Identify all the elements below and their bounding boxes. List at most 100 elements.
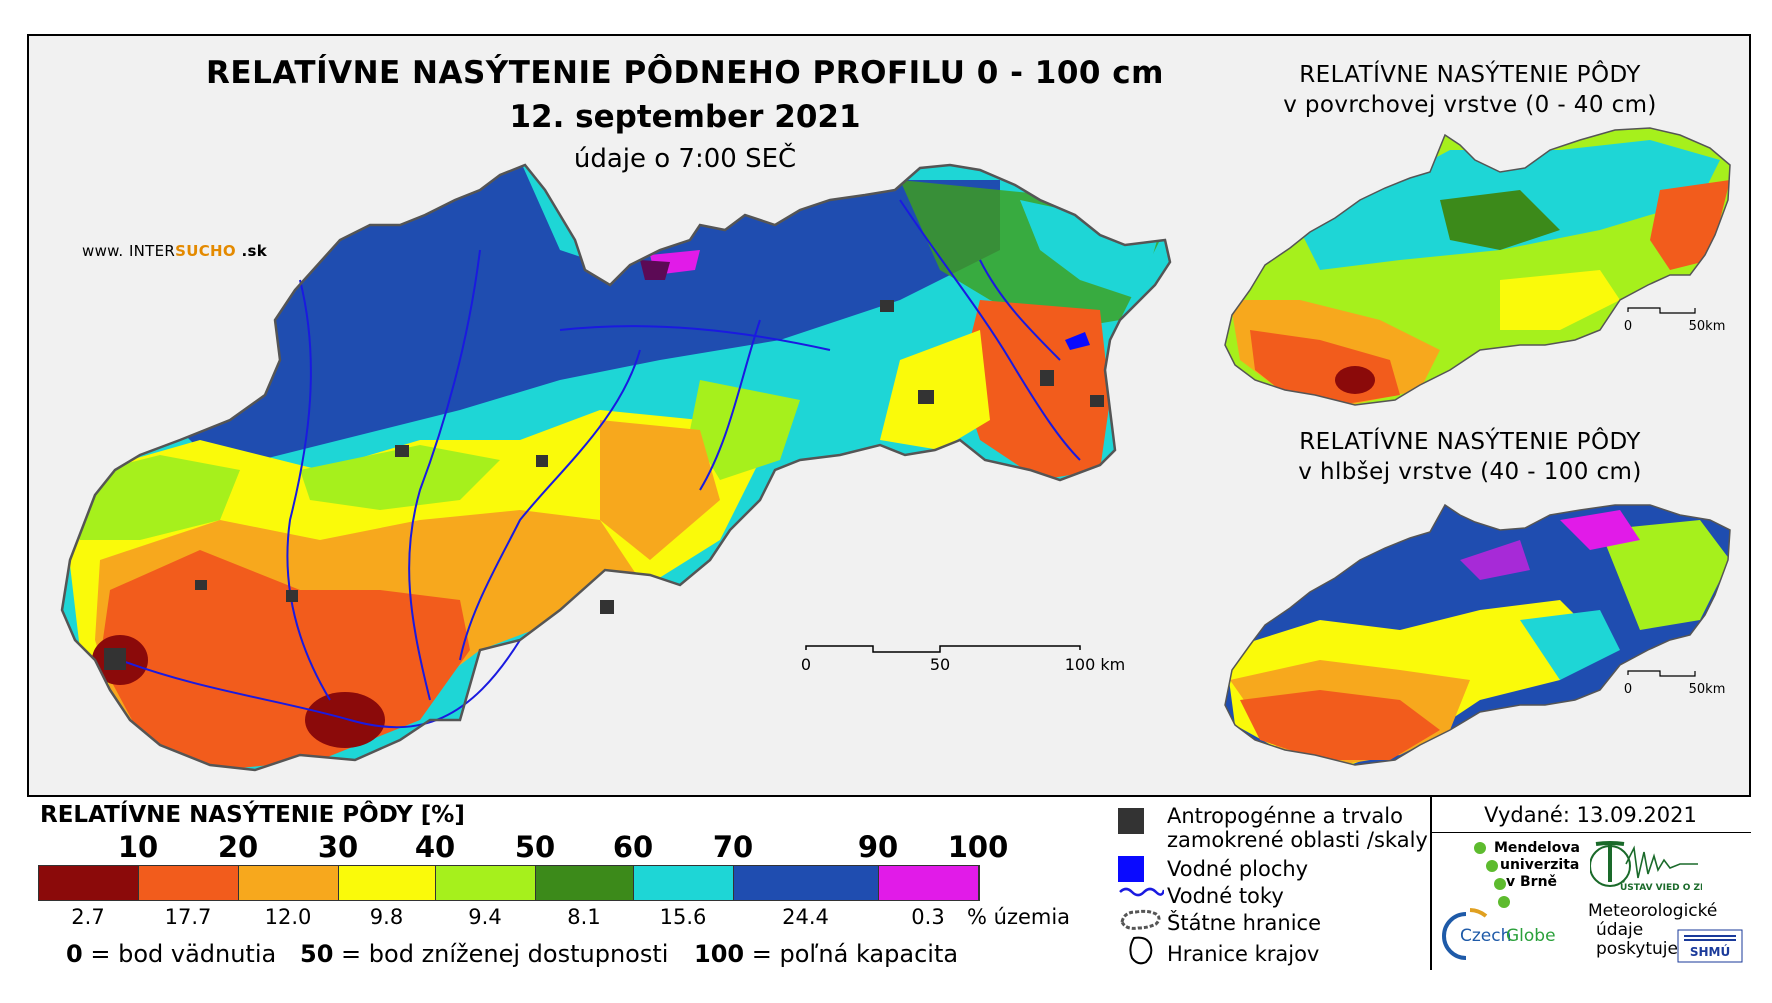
czechglobe-logo: Czech Globe: [1442, 908, 1556, 960]
inset-deep-border: [1224, 503, 1731, 766]
main-map-rivers: [119, 199, 1081, 729]
legend-title: RELATÍVNE NASÝTENIE PÔDY [%]: [40, 802, 465, 828]
region-border-icon: [1129, 936, 1153, 965]
website-sucho: SUCHO: [175, 242, 236, 260]
shmu-logo: SHMÚ: [1677, 929, 1743, 963]
inset-deep-scalebar: [1627, 670, 1696, 677]
legend-color-swatch: [239, 866, 339, 900]
mendel-line1: Mendelova: [1494, 840, 1580, 856]
inset-surface-map: [1225, 128, 1730, 405]
legend-share-value: 0.3: [911, 905, 945, 929]
legend-color-swatch: [139, 866, 239, 900]
note-field-text: = poľná kapacita: [751, 940, 959, 968]
legend-state-border: Štátne hranice: [1167, 911, 1321, 935]
meteo-data-label: Meteorologické údaje poskytuje:: [1588, 902, 1717, 959]
note-wilting-text: = bod vädnutia: [90, 940, 277, 968]
legend-share-unit: % územia: [967, 905, 1071, 929]
legend-break-label: 40: [414, 830, 456, 864]
meteo-line2: údaje: [1596, 920, 1644, 940]
state-border-icon: [1120, 909, 1161, 930]
note-reduced-availability: 50 = bod zníženej dostupnosti: [300, 940, 668, 968]
main-map-water-body: [1065, 332, 1090, 350]
note-reduced-value: 50: [300, 940, 334, 968]
note-field-capacity: 100 = poľná kapacita: [694, 940, 958, 968]
main-scalebar: [805, 645, 1081, 653]
main-scalebar-mid: 50: [930, 655, 950, 674]
main-title: RELATÍVNE NASÝTENIE PÔDNEHO PROFILU 0 - …: [206, 55, 1164, 91]
inset-surface-title-line1: RELATÍVNE NASÝTENIE PÔDY: [1299, 62, 1641, 88]
legend-break-label: 60: [612, 830, 654, 864]
legend-urban-line2: zamokrené oblasti /skaly: [1167, 828, 1428, 852]
note-reduced-text: = bod zníženej dostupnosti: [341, 940, 669, 968]
issued-date: Vydané: 13.09.2021: [1484, 803, 1697, 827]
meteo-line3: poskytuje:: [1596, 939, 1684, 959]
credits-divider: [1430, 832, 1751, 833]
legend-color-swatch: [436, 866, 536, 900]
legend-urban-line1: Antropogénne a trvalo: [1167, 804, 1403, 828]
czechglobe-text-czech: Czech: [1460, 926, 1511, 946]
legend-share-value: 2.7: [71, 905, 105, 929]
inset-deep-title: RELATÍVNE NASÝTENIE PÔDY v hlbšej vrstve…: [1240, 427, 1700, 487]
main-map: [62, 165, 1170, 770]
legend-region-border: Hranice krajov: [1167, 942, 1320, 966]
website-label: www. INTERSUCHO .sk: [82, 242, 267, 260]
main-scalebar-end: 100 km: [1065, 655, 1125, 674]
inset-deep-scalebar-end: 50km: [1689, 682, 1726, 697]
inset-surface-border: [1224, 127, 1731, 406]
legend-color-bar: [38, 865, 980, 901]
main-scalebar-zero: 0: [801, 655, 811, 674]
note-wilting-value: 0: [66, 940, 83, 968]
note-wilting-point: 0 = bod vädnutia: [66, 940, 276, 968]
map-date: 12. september 2021: [509, 99, 861, 135]
inset-surface-scalebar-zero: 0: [1624, 319, 1632, 334]
czechglobe-text-globe: Globe: [1506, 926, 1556, 946]
legend-break-label: 50: [514, 830, 556, 864]
inset-deep-title-line1: RELATÍVNE NASÝTENIE PÔDY: [1299, 429, 1641, 455]
legend-share-value: 24.4: [782, 905, 829, 929]
mendel-logo: [1474, 842, 1510, 908]
legend-urban: Antropogénne a trvalo zamokrené oblasti …: [1167, 804, 1428, 852]
main-map-state-border: [60, 163, 1172, 772]
legend-color-swatch: [536, 866, 634, 900]
mendel-line3: v Brně: [1506, 874, 1558, 890]
meteo-line1: Meteorologické: [1588, 901, 1718, 921]
shmu-text: SHMÚ: [1690, 944, 1730, 959]
legend-color-swatch: [734, 866, 879, 900]
legend-break-label: 90: [857, 830, 899, 864]
legend-water-bodies: Vodné plochy: [1167, 857, 1309, 881]
legend-color-swatch: [339, 866, 436, 900]
legend-color-swatch: [879, 866, 979, 900]
legend-share-value: 17.7: [164, 905, 212, 929]
legend-break-label: 100: [947, 830, 1009, 864]
note-field-value: 100: [694, 940, 745, 968]
map-time: údaje o 7:00 SEČ: [573, 144, 797, 174]
legend-break-label: 10: [117, 830, 159, 864]
mendel-label: Mendelova univerzita v Brně: [1494, 840, 1580, 891]
legend-share-value: 9.4: [468, 905, 502, 929]
water-body-icon: [1118, 856, 1144, 882]
legend-share-value: 12.0: [264, 905, 312, 929]
urban-area-icon: [1118, 808, 1144, 834]
credits-panel: [1430, 795, 1751, 970]
inset-surface-scalebar: [1627, 307, 1696, 314]
legend-rivers: Vodné toky: [1167, 884, 1284, 908]
inset-surface-title: RELATÍVNE NASÝTENIE PÔDY v povrchovej vr…: [1240, 60, 1700, 120]
inset-surface-title-line2: v povrchovej vrstve (0 - 40 cm): [1283, 92, 1657, 118]
legend-share-value: 9.8: [369, 905, 404, 929]
mendel-line2: univerzita: [1500, 857, 1580, 873]
legend-break-label: 30: [317, 830, 359, 864]
legend-color-swatch: [634, 866, 734, 900]
ustav-vied-logo: ÚSTAV VIED O ZEMI: [1590, 841, 1702, 893]
main-map-urban: [104, 300, 1104, 670]
inset-surface-scalebar-end: 50km: [1689, 319, 1726, 334]
website-suffix: .sk: [241, 242, 267, 260]
legend-color-swatch: [39, 866, 139, 900]
inset-deep-title-line2: v hlbšej vrstve (40 - 100 cm): [1298, 459, 1642, 485]
website-inter: INTER: [128, 242, 176, 260]
river-icon: [1119, 887, 1164, 897]
website-prefix: www.: [82, 242, 124, 260]
legend-share-value: 8.1: [567, 905, 601, 929]
legend-break-label: 70: [712, 830, 754, 864]
legend-share-value: 15.6: [659, 905, 707, 929]
